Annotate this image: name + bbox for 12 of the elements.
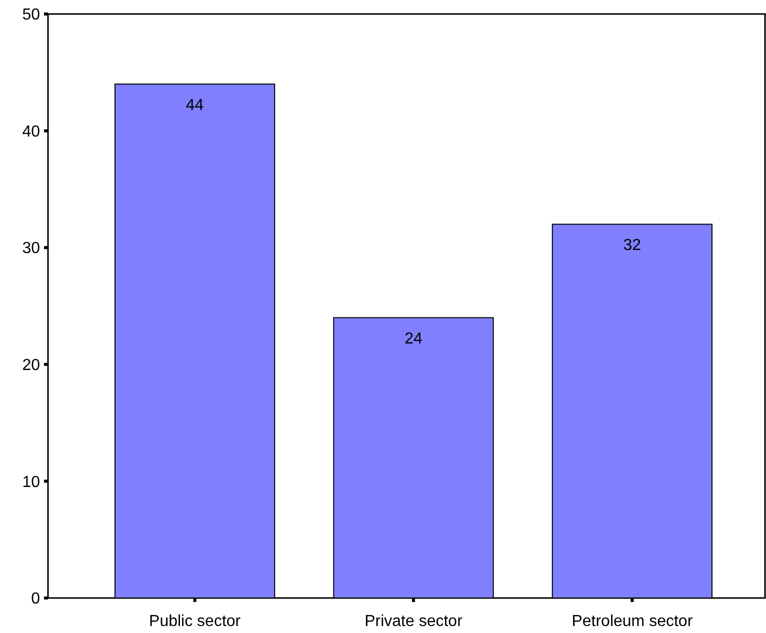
y-tick-label: 40 [22,123,40,140]
y-tick-label: 20 [22,357,40,374]
x-tick-label: Petroleum sector [572,613,694,630]
y-tick-label: 0 [31,590,40,608]
y-tick-label: 50 [22,6,40,24]
x-tick-label: Private sector [364,613,464,630]
y-tick-label: 30 [22,240,40,258]
y-tick-label: 10 [22,474,40,491]
x-tick-label: Public sector [149,613,242,630]
data-label: 32 [623,237,642,254]
data-label: 44 [186,97,204,114]
data-label: 24 [404,330,422,348]
